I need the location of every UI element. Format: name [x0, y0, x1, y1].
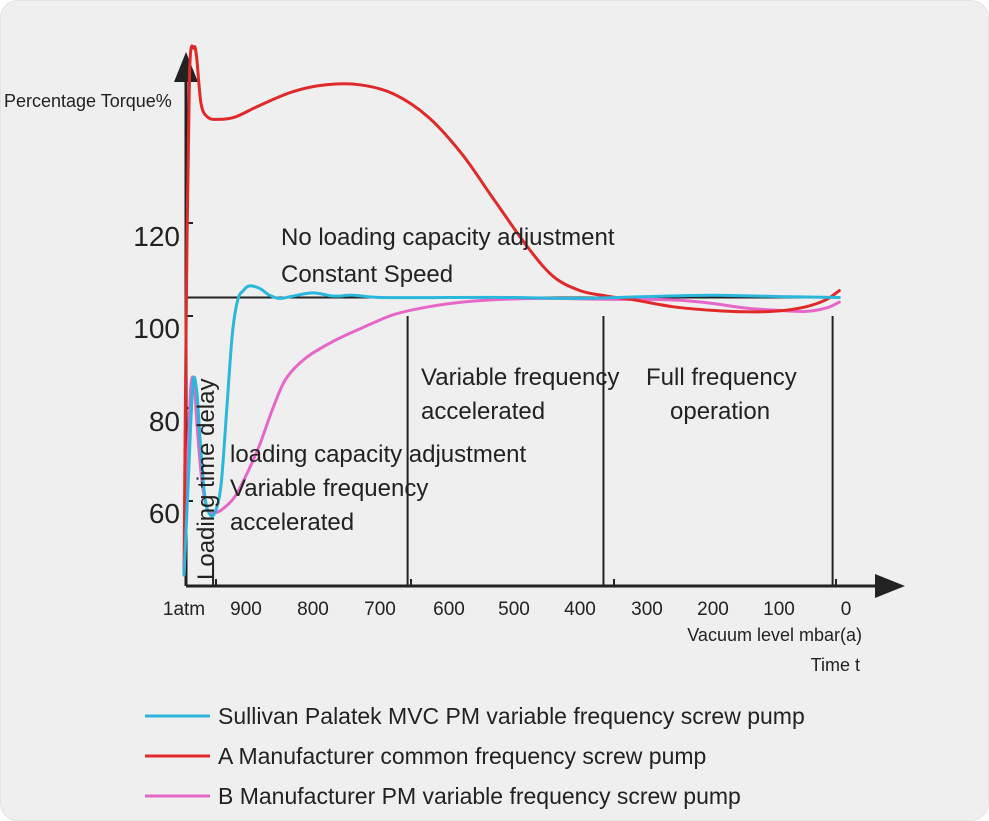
annotation-lca-line3: accelerated: [230, 509, 354, 536]
region-dividers: [212, 316, 834, 586]
x-tick-label-900: 900: [230, 599, 262, 620]
y-axis-title: Percentage Torque%: [4, 91, 172, 111]
x-tick-label-800: 800: [297, 599, 329, 620]
annotation-loading-time-delay: Loading time delay: [193, 379, 220, 580]
x-axis-arrow: [875, 574, 905, 598]
x-axis-subtitle: Time t: [811, 655, 860, 675]
series-group: [182, 44, 841, 577]
x-tick-label-700: 700: [364, 599, 396, 620]
annotation-lca-line2: Variable frequency: [230, 475, 428, 502]
legend-label-manufacturer-b: B Manufacturer PM variable frequency scr…: [218, 783, 741, 809]
x-tick-label-1atm: 1atm: [163, 599, 205, 620]
y-tick-label-80: 80: [149, 406, 180, 437]
y-tick-label-60: 60: [149, 498, 180, 529]
x-tick-label-200: 200: [697, 599, 729, 620]
y-tick-label-120: 120: [133, 221, 180, 252]
x-tick-label-100: 100: [763, 599, 795, 620]
annotation-vfa-line1: Variable frequency: [421, 364, 619, 391]
y-axis-arrow: [174, 52, 198, 82]
y-tick-label-100: 100: [133, 313, 180, 344]
annotation-ffo-line1: Full frequency: [646, 364, 797, 391]
x-tick-label-300: 300: [631, 599, 663, 620]
x-tick-label-600: 600: [433, 599, 465, 620]
annotation-lca-line1: loading capacity adjustment: [230, 441, 527, 468]
x-tick-label-0: 0: [841, 599, 852, 620]
annotations: No loading capacity adjustment Constant …: [193, 224, 797, 580]
y-ticks: 120 100 80 60: [133, 221, 193, 529]
series-line-manufacturer-b: [182, 296, 841, 577]
x-tick-label-500: 500: [498, 599, 530, 620]
series-line-manufacturer-a: [182, 44, 841, 577]
x-tick-label-400: 400: [564, 599, 596, 620]
legend-label-sullivan: Sullivan Palatek MVC PM variable frequen…: [218, 703, 805, 729]
x-ticks: 1atm 900 800 700 600 500 400 300 200 100…: [163, 579, 851, 620]
annotation-vfa-line2: accelerated: [421, 398, 545, 425]
series-line-sullivan: [182, 284, 841, 577]
x-axis-title: Vacuum level mbar(a): [687, 625, 862, 645]
legend: Sullivan Palatek MVC PM variable frequen…: [145, 703, 805, 809]
annotation-no-loading-line2: Constant Speed: [281, 261, 453, 288]
legend-label-manufacturer-a: A Manufacturer common frequency screw pu…: [218, 743, 706, 769]
annotation-no-loading-line1: No loading capacity adjustment: [281, 224, 615, 251]
annotation-ffo-line2: operation: [670, 398, 770, 425]
